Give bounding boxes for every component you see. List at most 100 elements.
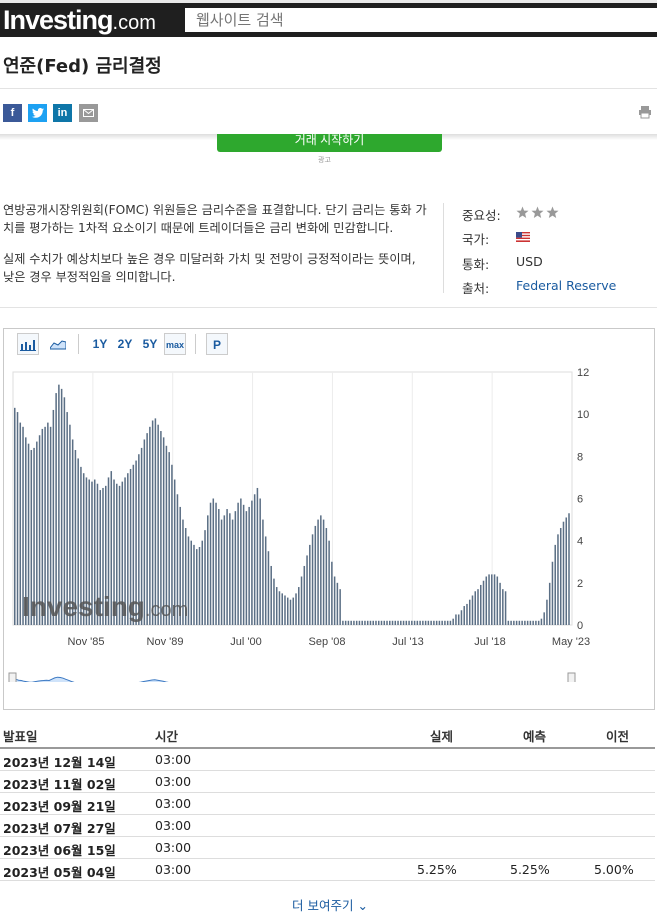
chart-bar: [190, 540, 192, 625]
email-share-button[interactable]: [79, 104, 98, 122]
chart-bar: [132, 464, 135, 625]
chart-bar: [344, 620, 347, 625]
chart-bar: [317, 519, 319, 625]
chart-bar: [44, 426, 46, 625]
chart-bar: [444, 620, 446, 625]
toolbar-separator: [78, 334, 79, 354]
col-header-date: 발표일: [3, 729, 38, 744]
chart-bar: [537, 620, 540, 625]
chart-bar: [160, 431, 162, 625]
chart-bar: [328, 540, 330, 625]
table-cell-forecast: 5.25%: [510, 862, 550, 877]
chevron-down-icon: ⌄: [357, 898, 368, 913]
chart-bar: [22, 426, 24, 625]
logo-suffix: .com: [112, 12, 156, 34]
chart-bar: [333, 576, 336, 625]
range-1y-button[interactable]: 1Y: [92, 337, 108, 351]
chart-bar: [289, 599, 292, 625]
show-more-link[interactable]: 더 보여주기 ⌄: [292, 895, 368, 914]
range-5y-button[interactable]: 5Y: [142, 337, 158, 351]
chart-bar: [557, 534, 559, 625]
email-icon: [83, 109, 94, 117]
bar-chart-button[interactable]: [17, 333, 39, 355]
chart-bar: [215, 502, 217, 625]
area-chart-button[interactable]: [47, 333, 69, 355]
chart-bar: [400, 620, 402, 625]
chart-bar: [218, 509, 220, 625]
chart-bar: [116, 483, 118, 625]
x-tick-label: Jul '13: [392, 636, 423, 648]
site-logo[interactable]: Investing.com: [3, 5, 156, 36]
event-description: 연방공개시장위원회(FOMC) 위원들은 금리수준을 표결합니다. 단기 금리는…: [3, 202, 428, 286]
y-tick-label: 12: [577, 367, 589, 379]
chart-bar: [47, 422, 49, 625]
chart-bar: [309, 544, 311, 625]
chart-bar: [184, 528, 187, 625]
chart-bar: [457, 614, 460, 625]
chart-bar: [264, 536, 267, 625]
range-2y-button[interactable]: 2Y: [117, 337, 133, 351]
start-trading-button[interactable]: 거래 시작하기: [217, 134, 442, 152]
navigator-handle[interactable]: [567, 672, 576, 682]
chart-bar: [93, 479, 96, 625]
chart-bar: [143, 439, 146, 625]
chart-bar: [284, 595, 286, 625]
chart-bar: [140, 447, 143, 625]
chart-bar: [314, 525, 317, 625]
chart-bar: [463, 606, 465, 625]
navigator-handle[interactable]: [8, 672, 17, 682]
table-cell-time: 03:00: [155, 818, 192, 833]
row-divider: [0, 836, 655, 837]
linkedin-share-button[interactable]: in: [53, 104, 72, 122]
chart-bar: [248, 506, 250, 625]
chart-bar: [477, 589, 479, 625]
table-cell-time: 03:00: [155, 862, 192, 877]
chart-bar: [468, 599, 471, 625]
chart-bar: [154, 418, 157, 625]
chart-bar: [419, 620, 421, 625]
chart-bar: [325, 528, 328, 625]
chart-bar: [559, 528, 562, 625]
chart-bar: [171, 464, 173, 625]
description-paragraph: 연방공개시장위원회(FOMC) 위원들은 금리수준을 표결합니다. 단기 금리는…: [3, 203, 427, 235]
chart-bar: [311, 534, 314, 625]
search-input[interactable]: [185, 8, 657, 32]
chart-bar: [441, 620, 443, 625]
chart-bar: [77, 458, 79, 625]
col-header-time: 시간: [155, 729, 179, 744]
chart-bar: [540, 618, 543, 625]
divider: [0, 307, 657, 308]
chart-bar: [96, 483, 99, 625]
facebook-share-button[interactable]: f: [3, 104, 22, 122]
p-button[interactable]: P: [206, 333, 228, 355]
chart-bar: [229, 513, 231, 625]
chart-bar: [151, 420, 154, 625]
twitter-share-button[interactable]: [28, 104, 47, 122]
chart-bar: [74, 450, 77, 625]
chart-bar: [240, 498, 242, 625]
print-icon[interactable]: [638, 105, 652, 119]
chart-bar: [320, 515, 322, 625]
chart-bar: [127, 473, 129, 625]
chart-bar: [482, 580, 485, 625]
table-cell-date: 2023년 09월 21일: [3, 799, 116, 814]
chart-bar: [452, 618, 454, 625]
chart-bar: [113, 479, 115, 625]
chart-bar: [267, 551, 270, 625]
table-cell-date: 2023년 12월 14일: [3, 755, 116, 770]
top-bar: Investing.com: [0, 0, 657, 37]
chart-bar: [63, 397, 66, 625]
chart-bar: [565, 517, 568, 625]
chart-bar: [504, 591, 507, 625]
source-link[interactable]: Federal Reserve: [516, 278, 617, 293]
range-max-button[interactable]: max: [164, 333, 186, 355]
table-cell-date: 2023년 06월 15일: [3, 843, 116, 858]
chart-bar: [16, 412, 19, 625]
chart-bar: [256, 487, 259, 625]
navigator-area[interactable]: [12, 676, 572, 682]
chart-bar: [286, 597, 289, 625]
watermark-main: Investing: [22, 591, 145, 622]
chart-bar: [529, 620, 532, 625]
chart-bar: [209, 502, 212, 625]
show-more-label: 더 보여주기: [292, 898, 354, 913]
